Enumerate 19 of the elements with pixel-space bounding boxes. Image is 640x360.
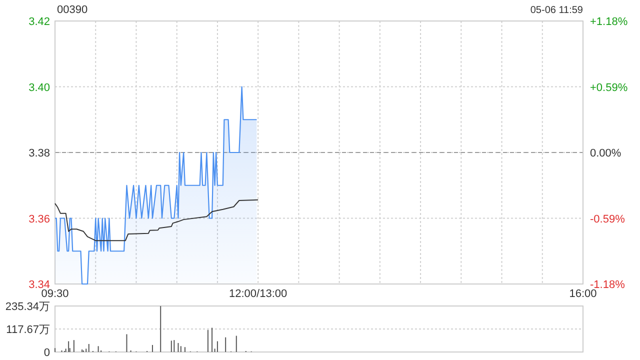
y-tick-label: 3.36 xyxy=(28,213,50,226)
y2-tick-label: 0.00% xyxy=(590,148,622,160)
x-tick-label: 09:30 xyxy=(41,288,69,300)
y-tick-label: 3.42 xyxy=(28,16,50,28)
y-tick-label: 3.38 xyxy=(28,148,50,160)
y-tick-label: 117.67万 xyxy=(6,324,50,336)
chart-title: 00390 xyxy=(57,4,88,16)
y2-tick-label: -1.18% xyxy=(590,279,626,291)
text: 05-06 11:59 xyxy=(530,5,584,16)
y-tick-label: 3.40 xyxy=(28,82,50,94)
y-tick-label: 0 xyxy=(44,347,50,359)
x-tick-label: 16:00 xyxy=(569,288,597,300)
y-tick-label: 235.34万 xyxy=(5,301,50,313)
x-tick-label: 12:00/13:00 xyxy=(229,288,288,300)
line-series xyxy=(54,199,259,242)
y-tick-label: 3.34 xyxy=(28,279,50,291)
y2-tick-label: -0.59% xyxy=(590,213,626,226)
y2-tick-label: +0.59% xyxy=(590,82,628,94)
y2-tick-label: +1.18% xyxy=(590,16,628,28)
